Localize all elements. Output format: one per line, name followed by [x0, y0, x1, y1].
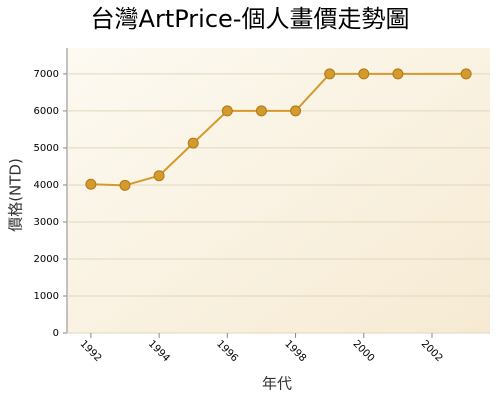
- y-tick-label: 2000: [34, 254, 59, 265]
- y-tick-label: 6000: [34, 106, 59, 117]
- y-tick-label: 1000: [34, 291, 59, 302]
- plot-area: [67, 48, 490, 333]
- x-tick-label: 1994: [146, 338, 172, 364]
- marker: [255, 105, 267, 117]
- y-axis-title: 價格(NTD): [7, 158, 25, 232]
- y-tick-label: 3000: [34, 217, 59, 228]
- marker: [290, 105, 302, 117]
- marker: [392, 68, 404, 80]
- x-tick-label: 1996: [214, 338, 240, 364]
- marker: [324, 68, 336, 80]
- marker: [460, 68, 472, 80]
- marker: [119, 179, 131, 191]
- y-tick-label: 4000: [34, 180, 59, 191]
- marker: [358, 68, 370, 80]
- y-tick-label: 7000: [34, 69, 59, 80]
- marker: [153, 170, 165, 182]
- chart-title: 台灣ArtPrice-個人畫價走勢圖: [91, 5, 410, 33]
- marker: [85, 178, 97, 190]
- x-axis-title: 年代: [262, 375, 292, 393]
- x-tick-label: 2000: [351, 338, 377, 364]
- y-tick-label: 5000: [34, 143, 59, 154]
- x-tick-label: 1998: [282, 338, 308, 364]
- x-tick-label: 1992: [78, 338, 104, 364]
- x-tick-label: 2002: [419, 338, 445, 364]
- marker: [221, 105, 233, 117]
- marker: [187, 137, 199, 149]
- y-tick-label: 0: [53, 328, 59, 339]
